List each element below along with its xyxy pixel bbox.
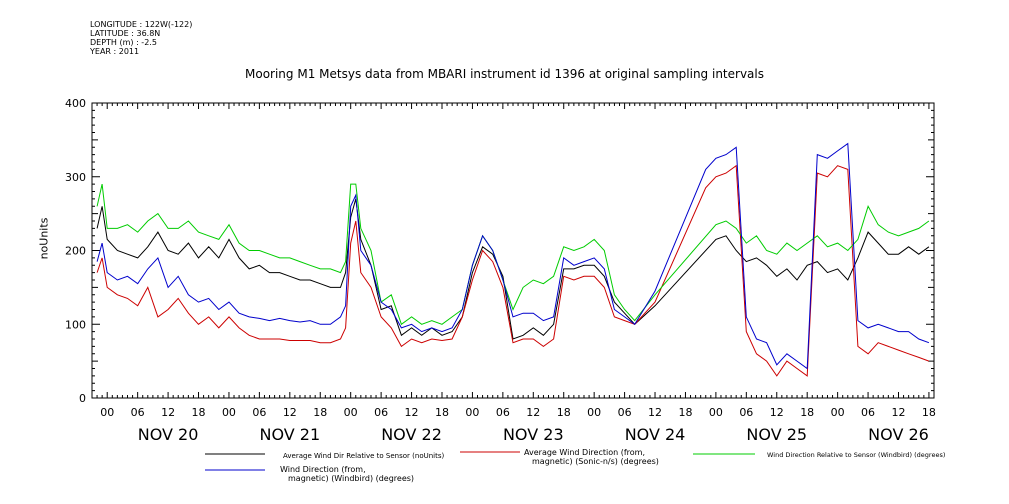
legend-label-2: Average Wind Direction (from, [524,448,645,457]
x-tick-label: 06 [618,406,632,419]
x-day-label: NOV 24 [625,425,686,444]
x-tick-label: 18 [313,406,327,419]
series-line-4 [96,142,930,370]
x-tick-label: 18 [678,406,692,419]
x-day-label: NOV 23 [503,425,564,444]
x-tick-label: 00 [587,406,601,419]
series-line-2 [96,164,930,377]
y-tick-label: 0 [79,392,86,405]
x-tick-label: 06 [374,406,388,419]
chart-title: Mooring M1 Metsys data from MBARI instru… [245,67,764,81]
x-tick-label: 18 [557,406,571,419]
x-tick-label: 12 [283,406,297,419]
series-line-3 [96,183,930,326]
x-tick-label: 12 [405,406,419,419]
depth-text: DEPTH (m) : -2.5 [90,38,157,47]
legend-label-2: magnetic) (Sonic-n/s) (degrees) [532,457,659,466]
x-tick-label: 06 [252,406,266,419]
x-tick-label: 00 [222,406,236,419]
x-day-label: NOV 25 [746,425,807,444]
x-tick-label: 00 [465,406,479,419]
x-day-label: NOV 20 [138,425,199,444]
legend-label-1: Average Wind Dir Relative to Sensor (noU… [283,452,444,460]
x-tick-label: 12 [161,406,175,419]
metadata-block: LONGITUDE : 122W(-122) LATITUDE : 36.8N … [90,20,192,56]
x-tick-label: 06 [861,406,875,419]
legend-label-3: Wind Direction Relative to Sensor (Windb… [767,451,945,459]
x-tick-label: 18 [800,406,814,419]
y-tick-label: 200 [65,245,86,258]
x-tick-label: 00 [709,406,723,419]
x-tick-label: 00 [344,406,358,419]
legend-label-4: Wind Direction (from, [280,465,366,474]
x-tick-label: 00 [100,406,114,419]
y-tick-label: 100 [65,318,86,331]
x-tick-label: 12 [770,406,784,419]
year-text: YEAR : 2011 [90,47,140,56]
y-tick-label: 300 [65,171,86,184]
x-tick-label: 18 [192,406,206,419]
x-tick-label: 18 [435,406,449,419]
x-tick-label: 18 [922,406,936,419]
longitude-text: LONGITUDE : 122W(-122) [90,20,193,29]
latitude-text: LATITUDE : 36.8N [90,29,161,38]
legend-label-4: magnetic) (Windbird) (degrees) [288,474,414,483]
x-tick-label: 06 [739,406,753,419]
x-day-label: NOV 21 [259,425,320,444]
x-day-label: NOV 22 [381,425,442,444]
x-tick-label: 00 [831,406,845,419]
series-line-1 [96,198,930,340]
x-tick-label: 12 [526,406,540,419]
y-tick-label: 400 [65,97,86,110]
x-tick-label: 06 [496,406,510,419]
x-day-label: NOV 26 [868,425,929,444]
x-tick-label: 06 [131,406,145,419]
x-tick-label: 12 [648,406,662,419]
x-tick-label: 12 [891,406,905,419]
